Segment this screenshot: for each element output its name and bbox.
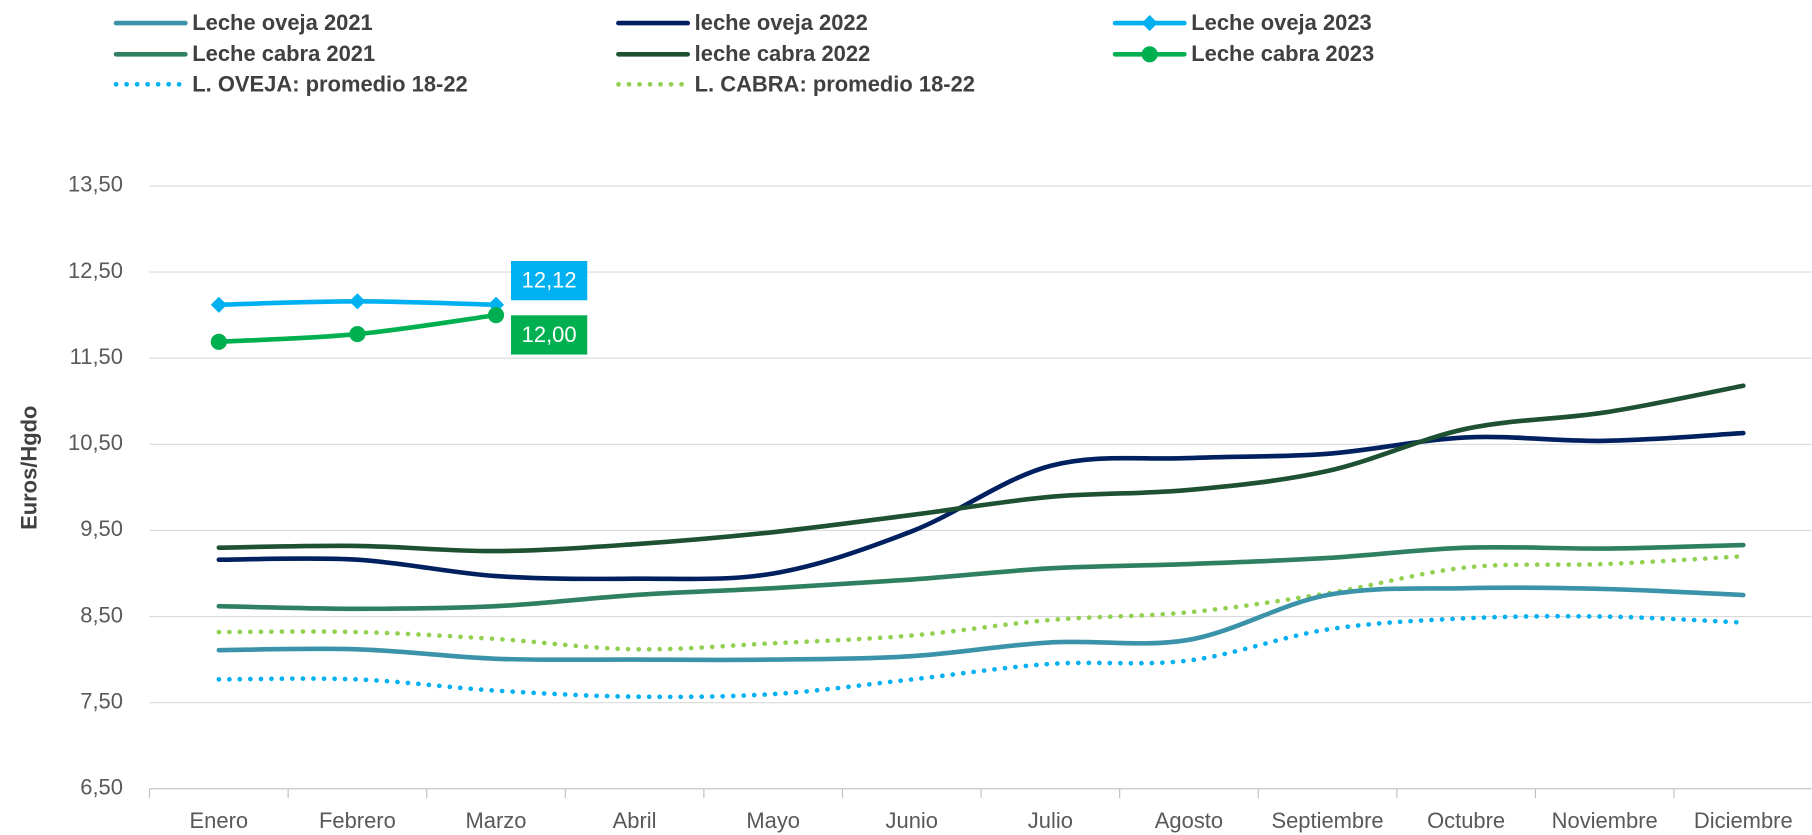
marker (349, 293, 366, 310)
y-tick-label: 12,50 (68, 258, 123, 283)
y-tick-label: 11,50 (70, 344, 123, 369)
legend-label: Leche cabra 2021 (192, 41, 375, 66)
x-tick-label: Agosto (1155, 808, 1223, 833)
x-tick-label: Abril (613, 808, 657, 833)
x-tick-label: Mayo (746, 808, 800, 833)
legend-label: Leche oveja 2021 (192, 10, 373, 35)
x-tick-label: Julio (1028, 808, 1073, 833)
marker (349, 325, 366, 343)
marker (1141, 15, 1158, 32)
data-label: 12,00 (522, 322, 577, 347)
x-tick-label: Noviembre (1552, 808, 1658, 833)
marker (1141, 46, 1158, 63)
legend-label: leche oveja 2022 (695, 10, 868, 35)
series-line (216, 613, 1746, 700)
x-tick-label: Diciembre (1694, 808, 1793, 833)
y-tick-label: 7,50 (80, 688, 123, 713)
series-line (216, 553, 1746, 652)
y-tick-label: 10,50 (68, 430, 123, 455)
x-tick-label: Enero (190, 808, 249, 833)
data-label-box (511, 261, 588, 301)
y-axis-title: Euros/Hgdo (16, 406, 41, 530)
marker (210, 296, 227, 313)
y-tick-label: 6,50 (80, 775, 123, 800)
legend-label: Leche cabra 2023 (1191, 41, 1374, 66)
x-tick-label: Septiembre (1271, 808, 1383, 833)
legend-label: leche cabra 2022 (695, 41, 871, 66)
data-label: 12,12 (522, 268, 577, 293)
legend-label: Leche oveja 2023 (1191, 10, 1371, 35)
x-tick-label: Octubre (1427, 808, 1505, 833)
series-line (216, 383, 1746, 554)
x-tick-label: Marzo (466, 808, 527, 833)
x-tick-label: Febrero (319, 808, 396, 833)
legend-label: L. OVEJA: promedio 18-22 (192, 71, 468, 96)
marker (487, 307, 505, 324)
marker (210, 333, 227, 350)
x-tick-label: Junio (886, 808, 938, 833)
legend-label: L. CABRA: promedio 18-22 (695, 71, 975, 96)
y-tick-label: 9,50 (80, 516, 123, 541)
series-line (216, 585, 1746, 663)
y-tick-label: 13,50 (68, 172, 123, 197)
series-line (216, 430, 1746, 582)
data-label-box (511, 315, 588, 355)
y-tick-label: 8,50 (80, 602, 123, 627)
series-line (216, 542, 1746, 612)
